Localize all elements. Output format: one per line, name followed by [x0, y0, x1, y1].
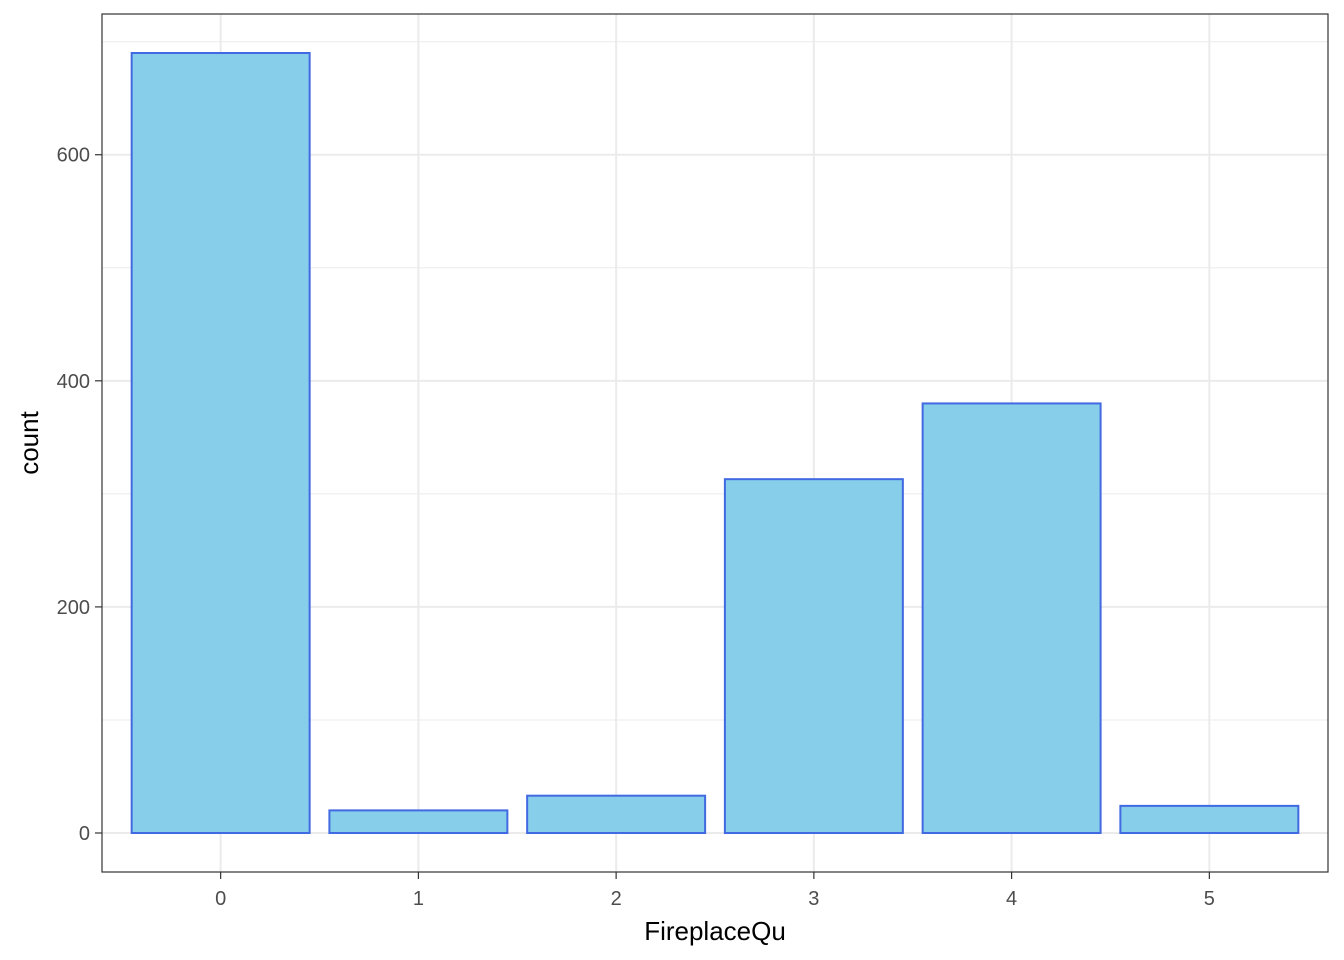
x-axis-title: FireplaceQu: [644, 916, 786, 946]
x-tick-label: 3: [808, 888, 819, 910]
panel-border: [101, 13, 1329, 873]
bar-2: [526, 794, 707, 835]
y-axis-ticks: 0 200 400 600: [57, 145, 102, 845]
bar-1: [328, 809, 509, 834]
y-tick-label: 0: [79, 823, 90, 845]
bar-3: [723, 478, 904, 834]
bars: [130, 52, 1300, 835]
x-tick-label: 2: [611, 888, 622, 910]
bar-4: [921, 402, 1102, 834]
y-tick-label: 600: [57, 145, 90, 167]
x-axis-ticks: 0 1 2 3 4 5: [215, 872, 1215, 910]
bar-0: [130, 52, 311, 834]
x-tick-label: 4: [1006, 888, 1017, 910]
x-tick-label: 1: [413, 888, 424, 910]
bar-5: [1119, 804, 1300, 835]
x-tick-label: 0: [215, 888, 226, 910]
y-axis-title: count: [14, 410, 44, 474]
y-tick-label: 400: [57, 371, 90, 393]
y-tick-label: 200: [57, 597, 90, 619]
x-tick-label: 5: [1204, 888, 1215, 910]
